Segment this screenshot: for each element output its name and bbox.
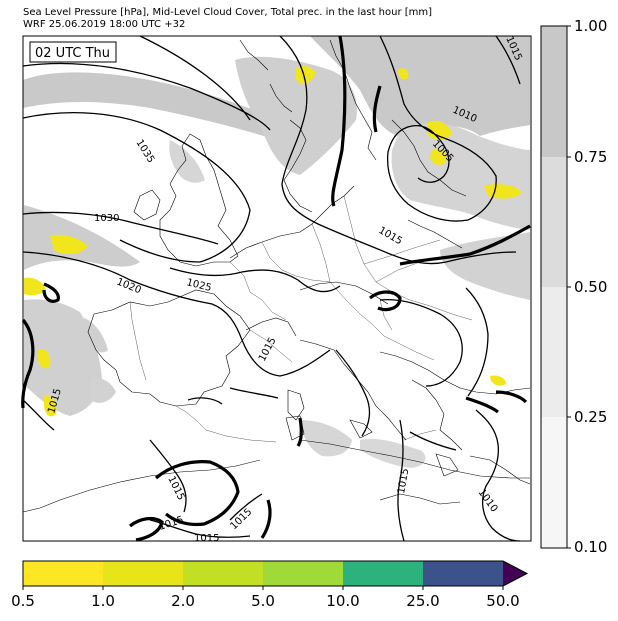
model-run-subtitle: WRF 25.06.2019 18:00 UTC +32 <box>23 19 186 30</box>
country-borders <box>129 195 473 443</box>
precip-tick-label: 10.0 <box>326 592 360 610</box>
isobar-label: 1015 <box>194 533 219 544</box>
precip-tick-label: 25.0 <box>406 592 440 610</box>
precip-colorbar-segment-3 <box>183 561 263 586</box>
precip-tick-label: 50.0 <box>486 592 520 610</box>
coastlines <box>22 39 531 513</box>
precip-colorbar-extend-arrow <box>503 561 527 586</box>
cloud-colorbar-segment-4 <box>541 417 567 548</box>
cloud-cover-colorbar <box>540 25 571 549</box>
precip-tick-label: 1.0 <box>91 592 115 610</box>
isobar-label: 1030 <box>94 213 119 224</box>
time-label: 02 UTC Thu <box>35 46 110 61</box>
cloud-tick-label: 0.75 <box>574 148 608 166</box>
cloud-tick-label: 0.10 <box>574 538 608 556</box>
precip-tick-label: 0.5 <box>11 592 35 610</box>
precip-colorbar-segment-6 <box>423 561 503 586</box>
cloud-colorbar-segment-2 <box>541 157 567 287</box>
cloud-tick-label: 1.00 <box>574 17 608 35</box>
precipitation-colorbar <box>22 560 529 590</box>
precipitation-shading <box>24 66 522 417</box>
chart-title: Sea Level Pressure [hPa], Mid-Level Clou… <box>23 7 433 18</box>
cloud-cover-shading <box>23 36 530 468</box>
cloud-tick-label: 0.25 <box>574 408 608 426</box>
precip-colorbar-segment-1 <box>23 561 103 586</box>
cloud-colorbar-segment-1 <box>541 26 567 157</box>
cloud-tick-label: 0.50 <box>574 278 608 296</box>
map-frame <box>22 35 532 542</box>
precip-colorbar-segment-5 <box>343 561 423 586</box>
precip-tick-label: 5.0 <box>251 592 275 610</box>
precip-colorbar-segment-2 <box>103 561 183 586</box>
map-panel: 1035 1030 1020 1025 1015 1010 1005 1015 … <box>21 35 532 544</box>
precip-tick-label: 2.0 <box>171 592 195 610</box>
isobar-label: 1015 <box>396 468 411 495</box>
precip-colorbar-segment-4 <box>263 561 343 586</box>
isobars <box>22 35 521 542</box>
cloud-colorbar-segment-3 <box>541 287 567 417</box>
time-label-box: 02 UTC Thu <box>29 41 117 63</box>
